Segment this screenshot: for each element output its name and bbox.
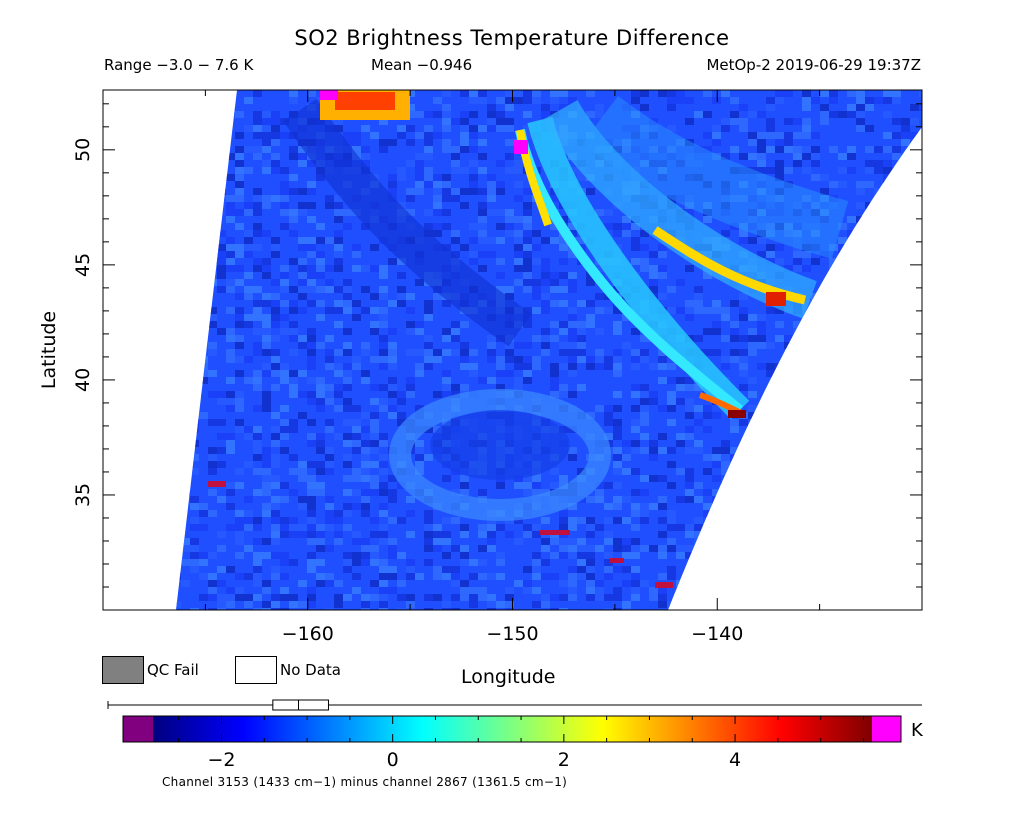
lat-tick-label: 45 [72, 253, 94, 277]
lon-tick-label: −160 [282, 623, 334, 645]
colorbar-scale [153, 716, 872, 742]
colorbar-border [122, 715, 902, 743]
distribution-boxplot [107, 699, 922, 711]
lon-tick-label: −150 [486, 623, 538, 645]
latitude-ticks: 35 40 45 50 [72, 103, 922, 588]
mean-readout: Mean −0.946 [371, 56, 473, 74]
cyan-arc-outer [527, 116, 750, 420]
colorbar-overflow [872, 716, 901, 742]
qc-fail-label: QC Fail [147, 661, 199, 679]
colorbar-units: K [911, 720, 923, 741]
lat-tick-label: 35 [72, 483, 94, 507]
colorbar-tick-label: 4 [729, 749, 741, 771]
channel-caption: Channel 3153 (1433 cm−1) minus channel 2… [162, 775, 568, 789]
lat-tick-label: 50 [72, 138, 94, 162]
no-data-label: No Data [280, 661, 341, 679]
colorbar-tick-label: 2 [558, 749, 570, 771]
hot-streak-1 [540, 530, 570, 535]
hot-pixel-south [728, 410, 746, 418]
hot-spot-max [320, 90, 338, 100]
qc-fail-swatch [102, 656, 144, 684]
dark-band [283, 98, 532, 347]
hot-pixel-west [208, 481, 226, 487]
hot-pixel-east [766, 292, 786, 306]
hot-pixel-front [514, 140, 528, 154]
colorbar-underflow [123, 716, 153, 742]
vortex-core [430, 410, 570, 480]
cyan-arc-inner [542, 99, 817, 319]
hot-spot-core [335, 92, 395, 110]
colorbar-tick-label: 0 [387, 749, 399, 771]
longitude-ticks: −160 −150 −140 [204, 90, 821, 645]
satellite-time-readout: MetOp-2 2019-06-29 19:37Z [706, 56, 921, 74]
x-axis-label: Longitude [461, 666, 556, 688]
hot-streak-2 [610, 558, 624, 563]
vortex-ring [389, 389, 611, 521]
colorbar-ticks: −2 0 2 4 [178, 716, 864, 771]
hot-streak-3 [655, 582, 673, 588]
boxplot-box [272, 699, 329, 711]
lat-tick-label: 40 [72, 368, 94, 392]
y-axis-label: Latitude [38, 311, 60, 389]
colorbar-tick-label: −2 [207, 749, 235, 771]
range-readout: Range −3.0 − 7.6 K [104, 56, 254, 74]
lon-tick-label: −140 [691, 623, 743, 645]
colorbar: −2 0 2 4 [122, 715, 902, 771]
chart-title: SO2 Brightness Temperature Difference [294, 26, 730, 50]
cyan-haze [582, 95, 849, 259]
no-data-swatch [235, 656, 277, 684]
